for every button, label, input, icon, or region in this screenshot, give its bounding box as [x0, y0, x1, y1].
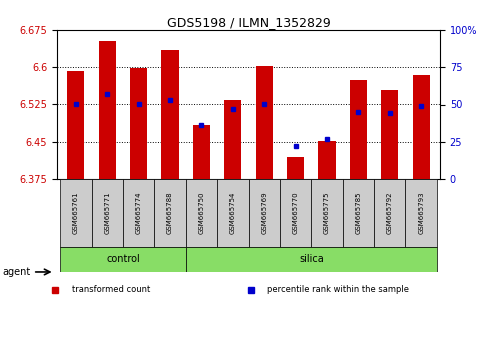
Bar	[185, 247, 437, 272]
Bar	[287, 157, 304, 179]
Bar	[374, 179, 405, 247]
Bar	[280, 179, 311, 247]
Bar	[161, 50, 179, 179]
Text: GSM665792: GSM665792	[387, 192, 393, 234]
Text: GSM665774: GSM665774	[136, 192, 142, 234]
Text: transformed count: transformed count	[72, 285, 150, 294]
Bar	[130, 68, 147, 179]
Bar	[92, 179, 123, 247]
Bar	[60, 179, 92, 247]
Bar	[248, 179, 280, 247]
Text: GSM665785: GSM665785	[355, 192, 361, 234]
Bar	[342, 179, 374, 247]
Bar	[381, 90, 398, 179]
Bar	[311, 179, 342, 247]
Bar	[217, 179, 248, 247]
Text: control: control	[106, 255, 140, 264]
Text: percentile rank within the sample: percentile rank within the sample	[267, 285, 409, 294]
Text: GSM665775: GSM665775	[324, 192, 330, 234]
Text: GSM665793: GSM665793	[418, 192, 424, 234]
Text: GSM665769: GSM665769	[261, 192, 267, 234]
Title: GDS5198 / ILMN_1352829: GDS5198 / ILMN_1352829	[167, 16, 330, 29]
Bar	[123, 179, 155, 247]
Bar	[185, 179, 217, 247]
Text: GSM665771: GSM665771	[104, 192, 110, 234]
Bar	[405, 179, 437, 247]
Bar	[99, 41, 116, 179]
Bar	[256, 66, 273, 179]
Bar	[318, 141, 336, 179]
Bar	[412, 75, 430, 179]
Text: GSM665750: GSM665750	[199, 192, 204, 234]
Bar	[155, 179, 185, 247]
Bar	[193, 125, 210, 179]
Text: GSM665770: GSM665770	[293, 192, 298, 234]
Text: silica: silica	[299, 255, 324, 264]
Bar	[224, 99, 242, 179]
Bar	[350, 80, 367, 179]
Text: GSM665788: GSM665788	[167, 192, 173, 234]
Text: GSM665754: GSM665754	[230, 192, 236, 234]
Bar	[67, 71, 85, 179]
Bar	[60, 247, 185, 272]
Text: agent: agent	[2, 267, 30, 277]
Text: GSM665761: GSM665761	[73, 192, 79, 234]
